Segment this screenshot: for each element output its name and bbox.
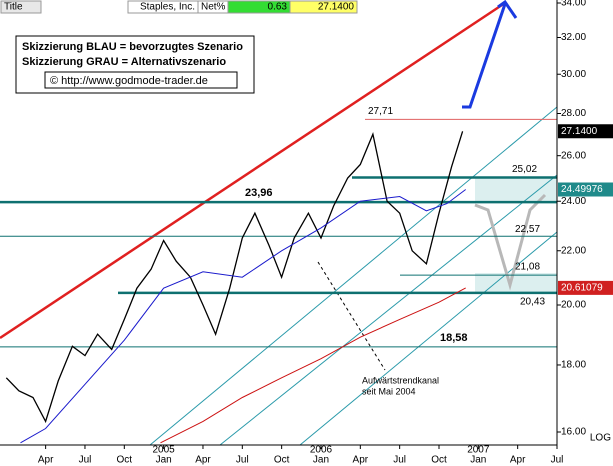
plot-area [0, 0, 557, 445]
alt-scenario [474, 193, 547, 291]
y-tick-label: 32.00 [561, 32, 586, 43]
header-box [0, 0, 42, 14]
level-label: 20,43 [520, 297, 545, 308]
header-net: 0.63 [268, 2, 288, 13]
y-tick-label: 30.00 [561, 69, 586, 80]
price-marker [558, 280, 613, 295]
x-tick-label: Apr [38, 455, 54, 466]
header-box [289, 0, 358, 14]
x-tick-label: Jan [156, 455, 172, 466]
trend-line [0, 1, 506, 340]
level-label: 21,08 [515, 262, 540, 273]
channel-line [149, 106, 557, 445]
x-tick-label: Apr [195, 455, 211, 466]
x-tick-label: Apr [510, 455, 526, 466]
y-tick-label: 24.00 [561, 196, 586, 207]
y-tick-label: 22.00 [561, 245, 586, 256]
price-marker-label: 27.1400 [561, 126, 598, 137]
y-tick-label: 18.00 [561, 360, 586, 371]
year-label: 2005 [153, 445, 176, 456]
x-tick-label: Oct [274, 455, 290, 466]
scenario-arrow [462, 3, 507, 109]
header-net-label: Net% [201, 2, 226, 13]
arrow-head [497, 0, 518, 19]
price-line [20, 189, 466, 444]
price-line [5, 131, 464, 424]
level-label: 25,02 [512, 164, 537, 175]
scale-label: LOG [590, 433, 611, 444]
y-tick-label: 20.00 [561, 300, 586, 311]
y-tick-label: 34.00 [561, 0, 586, 9]
zone [475, 273, 557, 292]
level-label: 18,58 [440, 332, 468, 344]
x-tick-label: Jan [470, 455, 486, 466]
x-tick-label: Oct [431, 455, 447, 466]
channel-line [219, 174, 557, 445]
annotation: Aufwärtstrendkanal [362, 375, 439, 385]
y-tick-label: 28.00 [561, 108, 586, 119]
note: © http://www.godmode-trader.de [50, 75, 208, 87]
level-label: 23,96 [245, 187, 273, 199]
note: Skizzierung BLAU = bevorzugtes Szenario [22, 41, 243, 53]
price-marker [558, 124, 613, 139]
note-box [44, 71, 238, 89]
x-tick-label: Jul [551, 455, 564, 466]
price-marker-label: 24.49976 [561, 184, 603, 195]
header-title: Title [4, 2, 23, 13]
y-tick-label: 26.00 [561, 150, 586, 161]
header-name: Staples, Inc. [140, 2, 195, 13]
level-label: 22,57 [515, 224, 540, 235]
price-marker [558, 182, 613, 197]
price-line [160, 287, 466, 444]
y-tick-label: 16.00 [561, 427, 586, 438]
x-tick-label: Jul [79, 455, 92, 466]
level-label: 27,71 [368, 106, 393, 117]
note: Skizzierung GRAU = Alternativszenario [22, 56, 226, 68]
annotation: seit Mai 2004 [362, 386, 416, 396]
x-tick-label: Jul [236, 455, 249, 466]
x-tick-label: Jan [313, 455, 329, 466]
x-tick-label: Oct [117, 455, 133, 466]
x-tick-label: Jul [393, 455, 406, 466]
x-tick-label: Apr [353, 455, 369, 466]
notes: Skizzierung BLAU = bevorzugtes Szenario … [15, 35, 255, 94]
header: Title Staples, Inc. Net% 0.63 27.1400 [0, 0, 358, 14]
header-last: 27.1400 [318, 2, 355, 13]
layer: 16.00 18.00 20.00 22.00 24.00 26.00 28.00 30.00… [38, 0, 613, 466]
price-marker-label: 20.61079 [561, 283, 603, 294]
year-label: 2006 [310, 445, 333, 456]
year-label: 2007 [467, 445, 490, 456]
